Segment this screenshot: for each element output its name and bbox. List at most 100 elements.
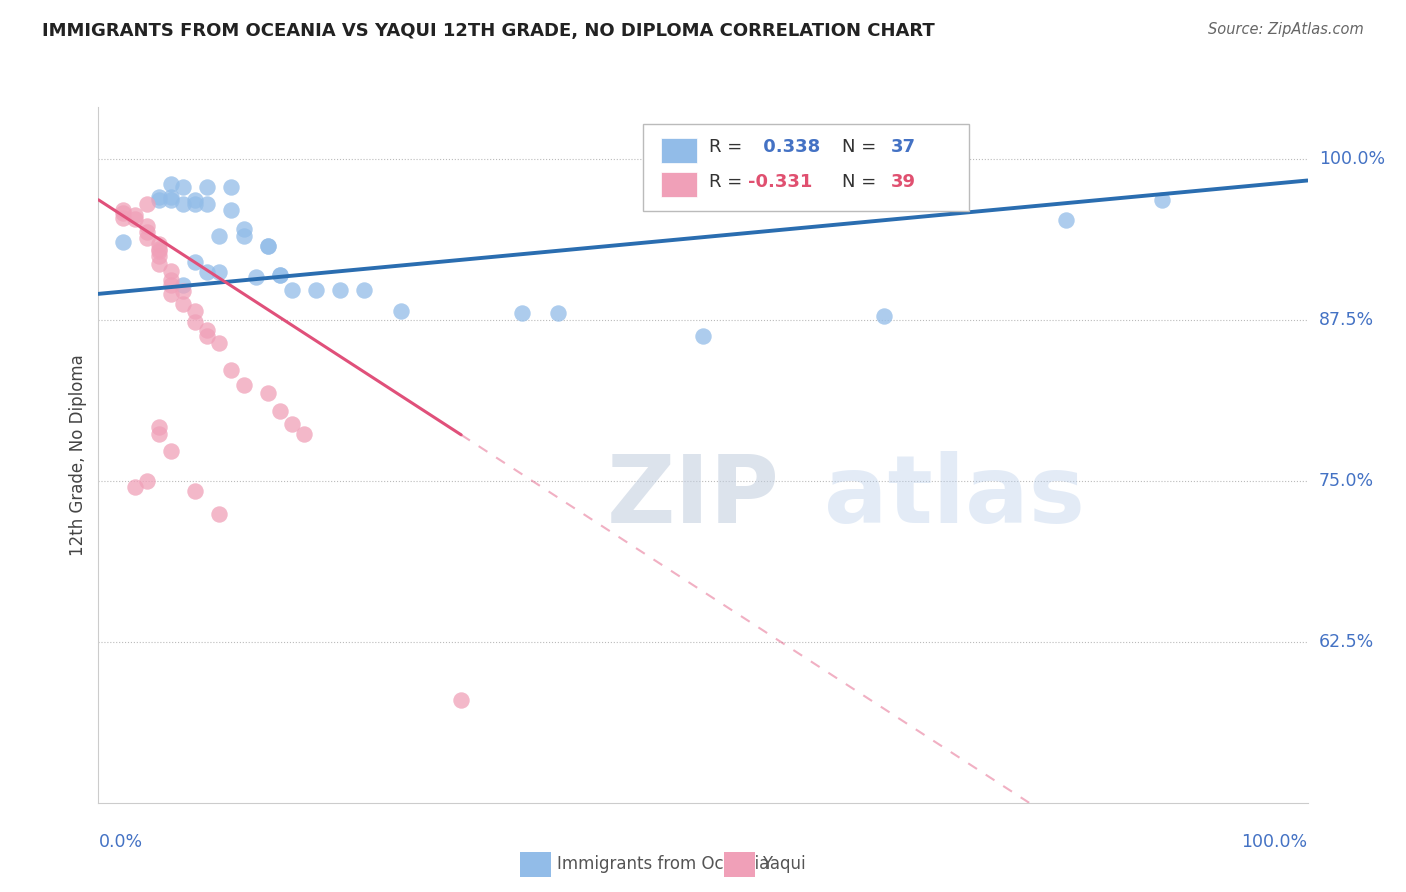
- Point: [111, 205, 134, 219]
- Point: [160, 263, 183, 277]
- Point: [135, 474, 157, 488]
- Point: [195, 196, 218, 211]
- FancyBboxPatch shape: [661, 172, 697, 197]
- Point: [135, 225, 157, 239]
- Text: 0.0%: 0.0%: [98, 833, 142, 851]
- Point: [232, 228, 254, 243]
- Point: [208, 507, 231, 521]
- Point: [292, 427, 315, 442]
- Point: [184, 196, 207, 211]
- Point: [195, 323, 218, 337]
- Text: 100.0%: 100.0%: [1319, 150, 1385, 168]
- Point: [232, 222, 254, 236]
- Point: [160, 277, 183, 292]
- Point: [221, 180, 243, 194]
- Point: [124, 208, 146, 222]
- Point: [221, 203, 243, 218]
- Text: 0.338: 0.338: [758, 138, 821, 156]
- Point: [692, 329, 714, 343]
- Point: [111, 211, 134, 225]
- Point: [873, 309, 896, 323]
- Point: [184, 483, 207, 498]
- Point: [245, 270, 267, 285]
- Point: [184, 254, 207, 268]
- Y-axis label: 12th Grade, No Diploma: 12th Grade, No Diploma: [69, 354, 87, 556]
- Point: [232, 378, 254, 392]
- Point: [547, 306, 569, 320]
- Text: Source: ZipAtlas.com: Source: ZipAtlas.com: [1208, 22, 1364, 37]
- Text: 62.5%: 62.5%: [1319, 632, 1374, 651]
- Point: [281, 417, 304, 431]
- Point: [329, 283, 352, 297]
- Point: [256, 386, 278, 401]
- Text: ZIP: ZIP: [606, 450, 779, 542]
- Point: [172, 297, 194, 311]
- Point: [195, 265, 218, 279]
- Point: [148, 190, 170, 204]
- Text: 37: 37: [890, 138, 915, 156]
- Text: 39: 39: [890, 173, 915, 191]
- Point: [160, 286, 183, 301]
- Point: [172, 196, 194, 211]
- FancyBboxPatch shape: [643, 124, 969, 211]
- Text: 87.5%: 87.5%: [1319, 310, 1374, 328]
- Point: [172, 180, 194, 194]
- Point: [389, 303, 412, 318]
- Text: N =: N =: [842, 138, 882, 156]
- Text: N =: N =: [842, 173, 882, 191]
- Point: [135, 196, 157, 211]
- Point: [195, 329, 218, 343]
- Text: atlas: atlas: [824, 450, 1085, 542]
- Text: Immigrants from Oceania: Immigrants from Oceania: [557, 855, 769, 873]
- Point: [135, 231, 157, 245]
- Point: [148, 250, 170, 264]
- Text: Yaqui: Yaqui: [762, 855, 806, 873]
- Point: [305, 283, 328, 297]
- Point: [172, 285, 194, 299]
- Point: [353, 283, 375, 297]
- Point: [184, 303, 207, 318]
- Point: [160, 190, 183, 204]
- Point: [148, 193, 170, 207]
- Text: -0.331: -0.331: [748, 173, 813, 191]
- Point: [256, 239, 278, 253]
- FancyBboxPatch shape: [661, 137, 697, 162]
- Point: [124, 480, 146, 494]
- Point: [160, 193, 183, 207]
- Point: [148, 419, 170, 434]
- Point: [148, 244, 170, 259]
- Point: [160, 444, 183, 458]
- Point: [148, 427, 170, 442]
- Point: [148, 236, 170, 251]
- Point: [135, 219, 157, 233]
- Point: [221, 363, 243, 377]
- Point: [281, 283, 304, 297]
- Point: [208, 265, 231, 279]
- Point: [510, 306, 533, 320]
- Point: [124, 212, 146, 227]
- Point: [148, 242, 170, 256]
- Point: [269, 268, 291, 282]
- Point: [148, 257, 170, 271]
- Point: [269, 268, 291, 282]
- Point: [269, 404, 291, 418]
- Point: [160, 178, 183, 192]
- Text: 100.0%: 100.0%: [1241, 833, 1308, 851]
- Point: [184, 193, 207, 207]
- Text: IMMIGRANTS FROM OCEANIA VS YAQUI 12TH GRADE, NO DIPLOMA CORRELATION CHART: IMMIGRANTS FROM OCEANIA VS YAQUI 12TH GR…: [42, 22, 935, 40]
- Point: [195, 180, 218, 194]
- Point: [208, 335, 231, 350]
- Text: R =: R =: [709, 173, 748, 191]
- Point: [160, 273, 183, 287]
- Point: [1054, 213, 1077, 227]
- Point: [111, 235, 134, 250]
- Text: 75.0%: 75.0%: [1319, 472, 1374, 490]
- Point: [256, 239, 278, 253]
- Point: [1152, 193, 1174, 207]
- Point: [450, 692, 472, 706]
- Point: [184, 315, 207, 329]
- Point: [208, 228, 231, 243]
- Point: [111, 203, 134, 218]
- Text: R =: R =: [709, 138, 748, 156]
- Point: [172, 277, 194, 292]
